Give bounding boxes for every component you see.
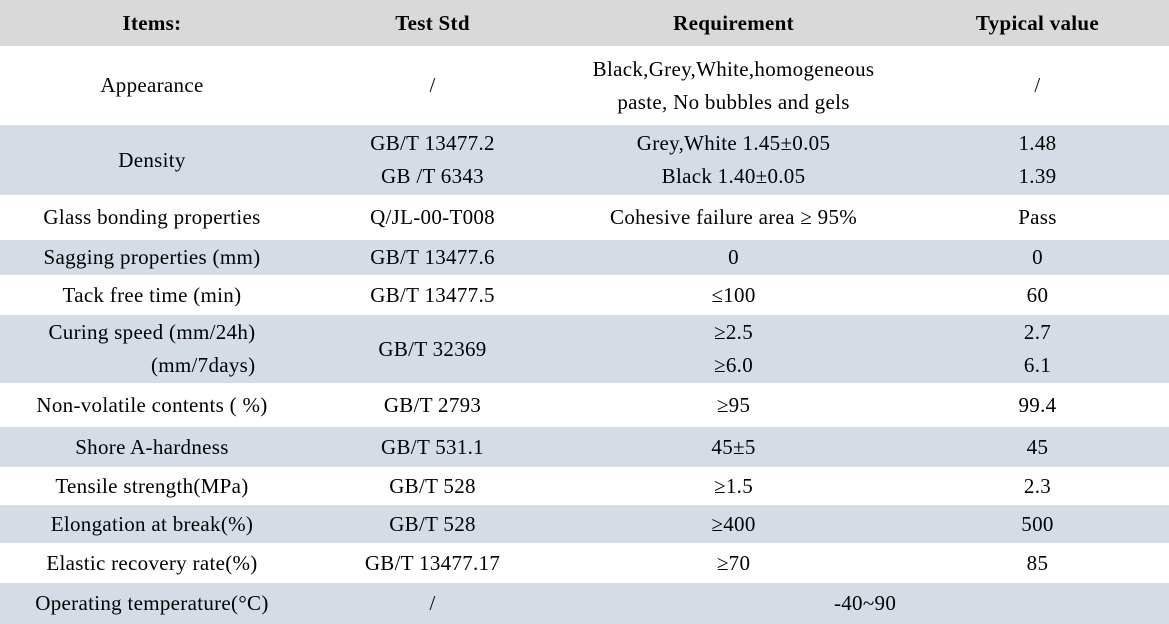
cell-test-std: / — [429, 591, 436, 615]
cell-test-std: GB/T 13477.2 GB /T 6343 — [370, 131, 495, 188]
cell-item: Curing speed (mm/24h) (mm/7days) — [48, 320, 256, 377]
cell-requirement: -40~90 — [833, 591, 897, 615]
header-items: Items: — [122, 10, 182, 35]
cell-typical-value: / — [1034, 73, 1041, 97]
cell-typical-value: 45 — [1026, 434, 1049, 459]
cell-test-std: GB/T 528 — [389, 473, 476, 498]
cell-item: Tack free time (min) — [62, 282, 242, 307]
cell-test-std: / — [429, 73, 436, 97]
table-row-tack-free-time: Tack free time (min) GB/T 13477.5 ≤100 6… — [0, 275, 1169, 315]
cell-item: Appearance — [100, 73, 204, 97]
cell-item: Shore A-hardness — [75, 434, 229, 459]
cell-requirement: ≥2.5 ≥6.0 — [714, 320, 754, 377]
cell-requirement: 45±5 — [711, 434, 756, 459]
cell-typical-value: 2.3 — [1023, 473, 1052, 498]
cell-test-std: GB/T 2793 — [383, 392, 482, 417]
cell-test-std: GB/T 528 — [389, 511, 476, 536]
cell-requirement: Grey,White 1.45±0.05 Black 1.40±0.05 — [636, 131, 831, 188]
cell-item: Sagging properties (mm) — [43, 245, 261, 269]
table-row-appearance: Appearance / Black,Grey,White,homogeneou… — [0, 46, 1169, 125]
cell-typical-value: 85 — [1026, 550, 1049, 575]
cell-item: Glass bonding properties — [43, 205, 261, 229]
table-row-non-volatile: Non-volatile contents ( %) GB/T 2793 ≥95… — [0, 383, 1169, 427]
cell-typical-value: Pass — [1018, 205, 1057, 229]
cell-test-std: GB/T 32369 — [378, 336, 487, 361]
cell-item: Elongation at break(%) — [50, 511, 254, 536]
cell-requirement: Black,Grey,White,homogeneous paste, No b… — [592, 56, 875, 114]
cell-test-std: GB/T 13477.5 — [370, 282, 495, 307]
table-row-shore-hardness: Shore A-hardness GB/T 531.1 45±5 45 — [0, 427, 1169, 467]
cell-test-std: Q/JL-00-T008 — [370, 205, 495, 229]
cell-requirement: 0 — [728, 245, 739, 269]
cell-item: Elastic recovery rate(%) — [46, 550, 258, 575]
header-typical-value: Typical value — [975, 10, 1100, 35]
table-row-elastic-recovery: Elastic recovery rate(%) GB/T 13477.17 ≥… — [0, 543, 1169, 583]
table-header-row: Items: Test Std Requirement Typical valu… — [0, 0, 1169, 46]
cell-typical-value: 0 — [1032, 245, 1043, 269]
cell-requirement: ≥70 — [716, 550, 751, 575]
table-row-glass-bonding: Glass bonding properties Q/JL-00-T008 Co… — [0, 195, 1169, 240]
cell-requirement: ≥1.5 — [714, 473, 754, 498]
table-row-operating-temperature: Operating temperature(°C) / -40~90 — [0, 583, 1169, 624]
table-row-curing-speed: Curing speed (mm/24h) (mm/7days) GB/T 32… — [0, 315, 1169, 383]
cell-typical-value: 500 — [1021, 511, 1054, 536]
table-row-tensile-strength: Tensile strength(MPa) GB/T 528 ≥1.5 2.3 — [0, 467, 1169, 505]
cell-test-std: GB/T 531.1 — [381, 434, 484, 459]
cell-requirement: Cohesive failure area ≥ 95% — [610, 205, 858, 229]
cell-item: Tensile strength(MPa) — [55, 473, 249, 498]
cell-item: Density — [118, 147, 186, 172]
cell-test-std: GB/T 13477.6 — [370, 245, 495, 269]
cell-typical-value: 1.48 1.39 — [1018, 131, 1057, 188]
cell-test-std: GB/T 13477.17 — [364, 550, 501, 575]
table-row-density: Density GB/T 13477.2 GB /T 6343 Grey,Whi… — [0, 125, 1169, 195]
table-row-elongation: Elongation at break(%) GB/T 528 ≥400 500 — [0, 505, 1169, 543]
cell-typical-value: 99.4 — [1018, 392, 1057, 417]
cell-item: Non-volatile contents ( %) — [36, 392, 268, 417]
table-row-sagging: Sagging properties (mm) GB/T 13477.6 0 0 — [0, 240, 1169, 275]
cell-requirement: ≥95 — [716, 392, 751, 417]
cell-typical-value: 60 — [1026, 282, 1049, 307]
header-test-std: Test Std — [395, 10, 470, 35]
cell-requirement: ≥400 — [711, 511, 756, 536]
cell-requirement: ≤100 — [711, 282, 756, 307]
cell-typical-value: 2.7 6.1 — [1023, 320, 1052, 377]
cell-item: Operating temperature(°C) — [35, 591, 269, 615]
header-requirement: Requirement — [673, 10, 794, 35]
